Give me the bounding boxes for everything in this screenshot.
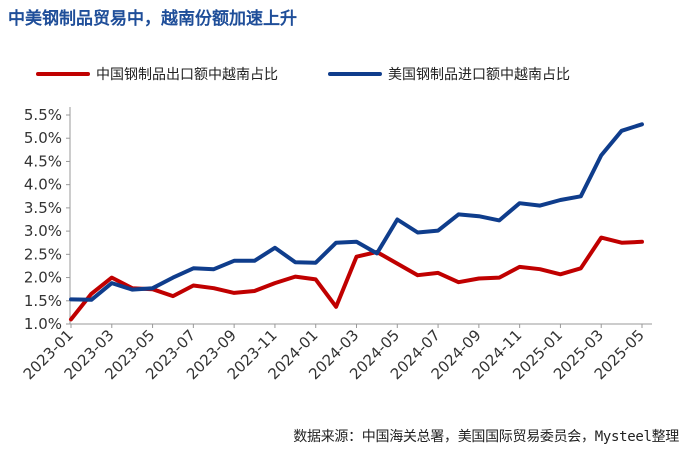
x-axis: 2023-012023-032023-052023-072023-092023-…: [20, 323, 652, 383]
legend: 中国钢制品出口额中越南占比 美国钢制品进口额中越南占比: [36, 67, 570, 83]
series-line-china-export-vietnam-share: [69, 235, 644, 322]
y-tick-label: 5.0%: [24, 129, 62, 147]
y-tick-label: 2.5%: [24, 245, 62, 263]
y-tick-label: 5.5%: [24, 106, 62, 124]
plot-area: [69, 122, 644, 322]
y-tick-label: 4.0%: [24, 176, 62, 194]
legend-label: 中国钢制品出口额中越南占比: [96, 67, 278, 83]
source-note: 数据来源：中国海关总署，美国国际贸易委员会，Mysteel整理: [293, 429, 679, 445]
y-tick-label: 2.0%: [24, 269, 62, 287]
y-tick-label: 1.0%: [24, 315, 62, 333]
chart-title: 中美钢制品贸易中，越南份额加速上升: [8, 9, 297, 29]
y-tick-label: 3.0%: [24, 222, 62, 240]
y-axis: 1.0% 1.5% 2.0% 2.5% 3.0% 3.5% 4.0% 4.5% 5.0% 5.5%: [24, 106, 71, 333]
y-tick-label: 3.5%: [24, 199, 62, 217]
y-tick-label: 4.5%: [24, 152, 62, 170]
series-line-us-import-vietnam-share: [69, 122, 644, 302]
legend-label: 美国钢制品进口额中越南占比: [388, 67, 570, 83]
y-tick-label: 1.5%: [24, 292, 62, 310]
